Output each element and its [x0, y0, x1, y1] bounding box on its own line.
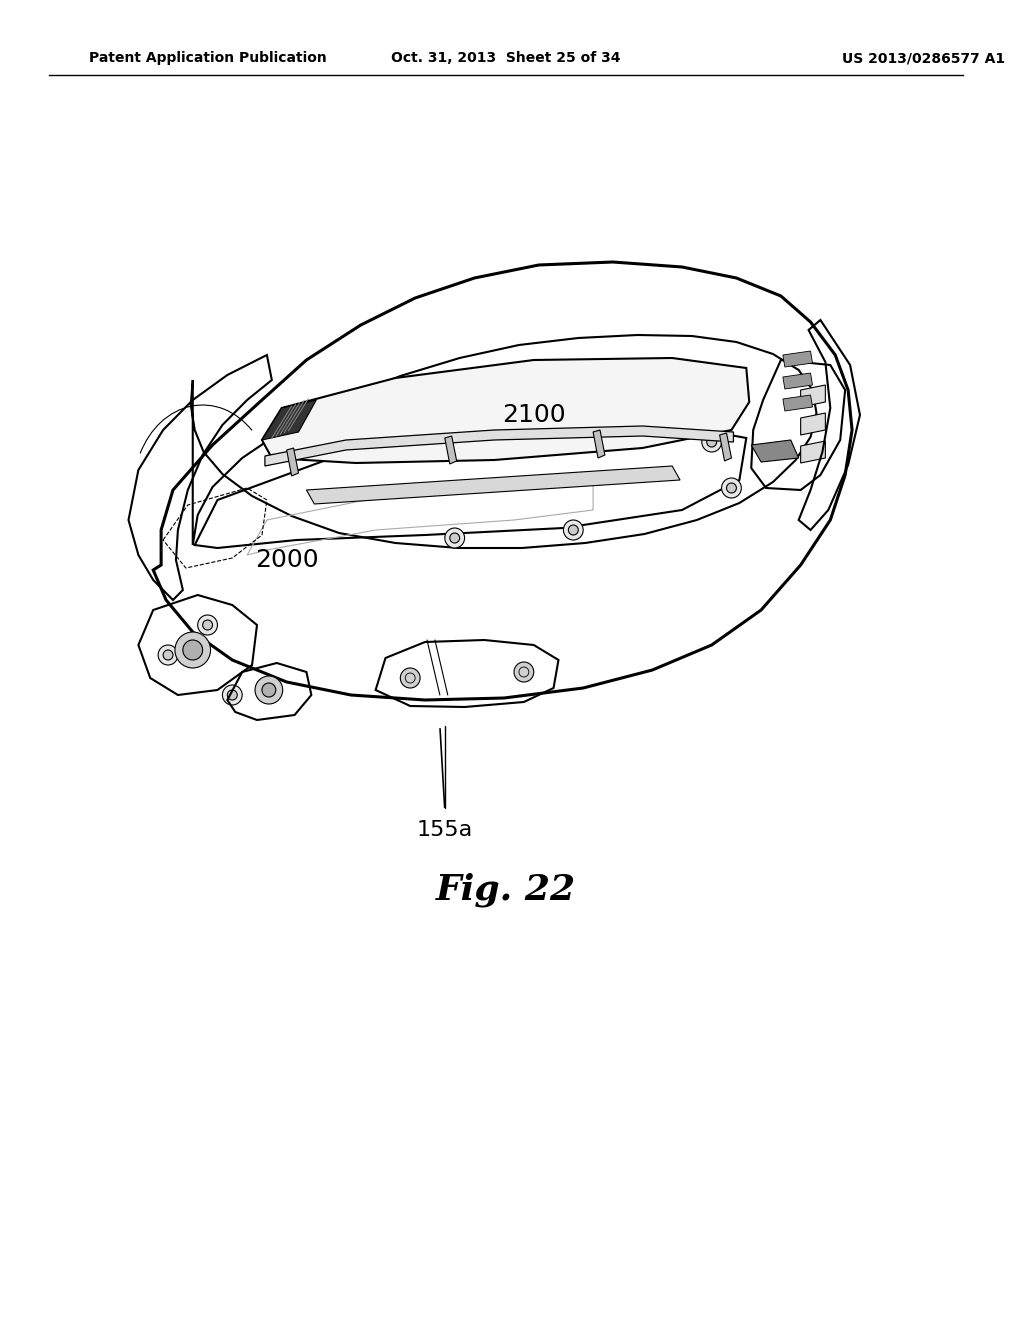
Text: 155a: 155a	[417, 820, 473, 840]
Text: 2100: 2100	[502, 403, 565, 426]
Circle shape	[707, 437, 717, 447]
Polygon shape	[265, 426, 733, 466]
Polygon shape	[801, 385, 825, 407]
Circle shape	[262, 682, 275, 697]
Circle shape	[158, 645, 178, 665]
Polygon shape	[306, 466, 680, 504]
Polygon shape	[720, 433, 731, 461]
Circle shape	[444, 528, 465, 548]
Polygon shape	[262, 400, 316, 440]
Circle shape	[701, 432, 722, 451]
Polygon shape	[593, 430, 605, 458]
Circle shape	[163, 649, 173, 660]
Text: US 2013/0286577 A1: US 2013/0286577 A1	[842, 51, 1005, 65]
Circle shape	[227, 690, 238, 700]
Polygon shape	[801, 441, 825, 463]
Circle shape	[450, 533, 460, 543]
Text: Oct. 31, 2013  Sheet 25 of 34: Oct. 31, 2013 Sheet 25 of 34	[391, 51, 621, 65]
Circle shape	[568, 525, 579, 535]
Circle shape	[514, 663, 534, 682]
Polygon shape	[783, 351, 812, 367]
Circle shape	[222, 685, 242, 705]
Text: 2000: 2000	[255, 548, 318, 572]
Polygon shape	[783, 395, 812, 411]
Polygon shape	[262, 358, 750, 463]
Circle shape	[726, 483, 736, 492]
Circle shape	[175, 632, 211, 668]
Circle shape	[722, 478, 741, 498]
Circle shape	[563, 520, 584, 540]
Circle shape	[183, 640, 203, 660]
Polygon shape	[783, 374, 812, 389]
Text: Fig. 22: Fig. 22	[436, 873, 577, 907]
Circle shape	[198, 615, 217, 635]
Circle shape	[400, 668, 420, 688]
Circle shape	[203, 620, 213, 630]
Polygon shape	[752, 440, 799, 462]
Polygon shape	[444, 436, 457, 465]
Polygon shape	[287, 447, 299, 477]
Circle shape	[255, 676, 283, 704]
Polygon shape	[801, 413, 825, 436]
Text: Patent Application Publication: Patent Application Publication	[89, 51, 327, 65]
